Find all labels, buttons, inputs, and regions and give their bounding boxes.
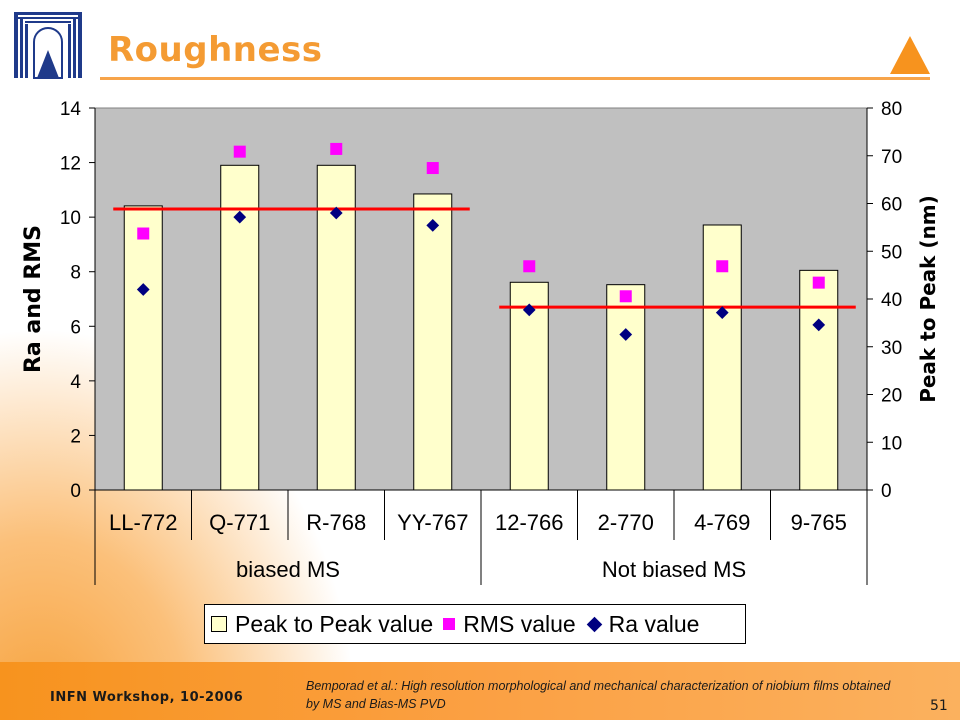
y-tick-label: 4 (70, 372, 81, 393)
rms-point-R-768 (330, 142, 343, 155)
legend-label: RMS value (463, 610, 576, 637)
y2-tick-label: 70 (881, 147, 902, 168)
legend-item-peak-to-peak: Peak to Peak value (211, 611, 433, 638)
x-tick-label: YY-767 (397, 510, 468, 535)
y2-axis-title: Peak to Peak (nm) (916, 195, 940, 403)
y-axis-title: Ra and RMS (21, 225, 46, 373)
y-tick-label: 8 (70, 263, 81, 284)
legend-label: Peak to Peak value (235, 610, 434, 637)
title-underline (100, 77, 930, 80)
y-tick-label: 12 (60, 154, 81, 175)
rms-point-Q-771 (233, 145, 246, 158)
ra-point-R-768 (329, 206, 343, 220)
rms-point-2-770 (619, 290, 632, 303)
y-tick-label: 2 (70, 426, 81, 447)
y2-tick-label: 60 (881, 195, 902, 216)
page-number: 51 (930, 698, 948, 714)
legend-item-ra: Ra value (586, 610, 700, 638)
y2-tick-label: 20 (881, 386, 902, 407)
diamond-marker-icon (586, 616, 602, 632)
footer-workshop: INFN Workshop, 10-2006 (50, 690, 244, 705)
legend-label: Ra value (608, 610, 700, 637)
y2-tick-label: 0 (881, 481, 892, 502)
bar-2-770 (606, 284, 646, 491)
ra-point-Q-771 (233, 210, 247, 224)
y-tick-label: 10 (60, 208, 81, 229)
footer-reference: Bemporad et al.: High resolution morphol… (306, 679, 891, 711)
plot-area (94, 107, 868, 491)
legend-item-rms: RMS value (443, 610, 576, 638)
ra-point-LL-772 (136, 283, 150, 296)
x-tick-label: LL-772 (109, 510, 178, 535)
rms-point-4-769 (716, 260, 729, 273)
bar-LL-772 (123, 205, 163, 491)
x-tick-label: Q-771 (209, 510, 270, 535)
rms-point-9-765 (812, 276, 825, 289)
x-group-label: Not biased MS (602, 557, 746, 582)
bar-9-765 (799, 269, 839, 491)
bar-swatch-icon (211, 616, 227, 632)
x-tick-label: 2-770 (598, 510, 654, 535)
chart-legend: Peak to Peak value RMS value Ra value (204, 604, 746, 644)
y2-tick-label: 40 (881, 290, 902, 311)
y2-tick-label: 50 (881, 242, 902, 263)
institution-logo (14, 12, 82, 79)
y-tick-label: 6 (70, 317, 81, 338)
slide-title: Roughness (108, 30, 323, 70)
y-tick-label: 0 (70, 481, 81, 502)
y2-tick-label: 80 (881, 99, 902, 120)
x-group-label: biased MS (236, 557, 340, 582)
x-tick-label: R-768 (306, 510, 366, 535)
footer-band (0, 662, 960, 720)
ra-point-YY-767 (426, 218, 440, 232)
y2-tick-label: 10 (881, 433, 902, 454)
bar-R-768 (316, 164, 356, 491)
square-marker-icon (443, 618, 456, 630)
y-tick-label: 14 (60, 99, 82, 120)
triangle-icon (890, 36, 930, 74)
bar-12-766 (509, 281, 549, 491)
rms-point-12-766 (523, 260, 536, 273)
bar-YY-767 (413, 193, 453, 491)
x-tick-label: 9-765 (791, 510, 847, 535)
rms-point-YY-767 (426, 162, 439, 175)
rms-point-LL-772 (137, 227, 150, 240)
x-tick-label: 4-769 (694, 510, 750, 535)
y2-tick-label: 30 (881, 338, 902, 359)
x-tick-label: 12-766 (495, 510, 564, 535)
